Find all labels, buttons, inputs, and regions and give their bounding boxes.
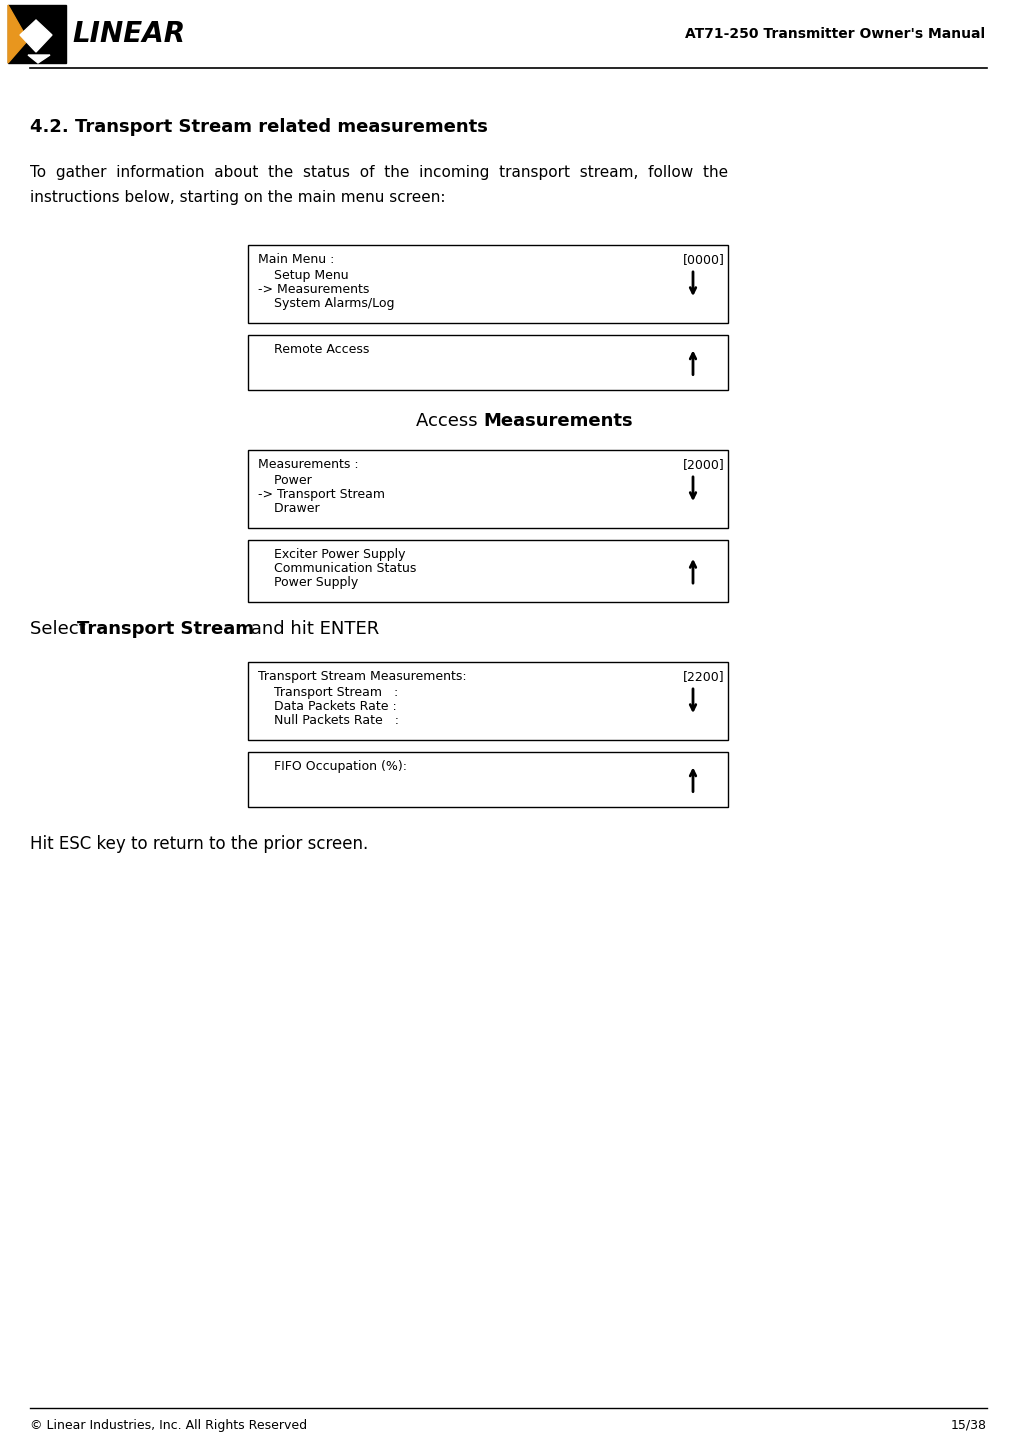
Bar (248, 450, 728, 528)
Text: Null Packets Rate   :: Null Packets Rate : (258, 713, 399, 726)
Bar (248, 753, 728, 808)
Text: © Linear Industries, Inc. All Rights Reserved: © Linear Industries, Inc. All Rights Res… (29, 1418, 307, 1431)
Text: Exciter Power Supply: Exciter Power Supply (258, 548, 406, 561)
Text: [2200]: [2200] (683, 670, 725, 683)
Text: To  gather  information  about  the  status  of  the  incoming  transport  strea: To gather information about the status o… (29, 165, 728, 180)
Text: Communication Status: Communication Status (258, 563, 416, 576)
Polygon shape (28, 55, 50, 62)
Text: [0000]: [0000] (683, 252, 725, 265)
Text: AT71-250 Transmitter Owner's Manual: AT71-250 Transmitter Owner's Manual (684, 28, 985, 41)
Text: and hit ENTER: and hit ENTER (245, 621, 379, 638)
Text: [2000]: [2000] (683, 458, 725, 471)
Text: Drawer: Drawer (258, 502, 319, 515)
Text: System Alarms/Log: System Alarms/Log (258, 297, 395, 310)
Text: Transport Stream   :: Transport Stream : (258, 686, 399, 699)
Bar (248, 539, 728, 602)
Text: LINEAR: LINEAR (72, 20, 185, 48)
Text: Transport Stream Measurements:: Transport Stream Measurements: (258, 670, 467, 683)
Polygon shape (8, 4, 28, 62)
Text: Main Menu :: Main Menu : (258, 252, 335, 265)
Text: Access: Access (416, 412, 483, 431)
Text: instructions below, starting on the main menu screen:: instructions below, starting on the main… (29, 190, 445, 204)
Bar (248, 663, 728, 740)
Text: Measurements: Measurements (483, 412, 633, 431)
Text: Setup Menu: Setup Menu (258, 270, 349, 281)
Text: Hit ESC key to return to the prior screen.: Hit ESC key to return to the prior scree… (29, 835, 368, 853)
Text: 15/38: 15/38 (951, 1418, 988, 1431)
Text: Power: Power (258, 474, 312, 487)
Text: Power Supply: Power Supply (258, 576, 358, 589)
Text: -> Measurements: -> Measurements (258, 283, 369, 296)
Text: 4.2. Transport Stream related measurements: 4.2. Transport Stream related measuremen… (29, 117, 488, 136)
Text: FIFO Occupation (%):: FIFO Occupation (%): (258, 760, 407, 773)
Polygon shape (20, 20, 52, 52)
Bar (8, 4, 66, 62)
Bar (248, 335, 728, 390)
Text: Data Packets Rate :: Data Packets Rate : (258, 700, 397, 713)
Text: Remote Access: Remote Access (258, 344, 369, 357)
Text: Transport Stream: Transport Stream (77, 621, 254, 638)
Text: Measurements :: Measurements : (258, 458, 359, 471)
Text: -> Transport Stream: -> Transport Stream (258, 489, 385, 502)
Bar (248, 245, 728, 323)
Text: Select: Select (29, 621, 92, 638)
